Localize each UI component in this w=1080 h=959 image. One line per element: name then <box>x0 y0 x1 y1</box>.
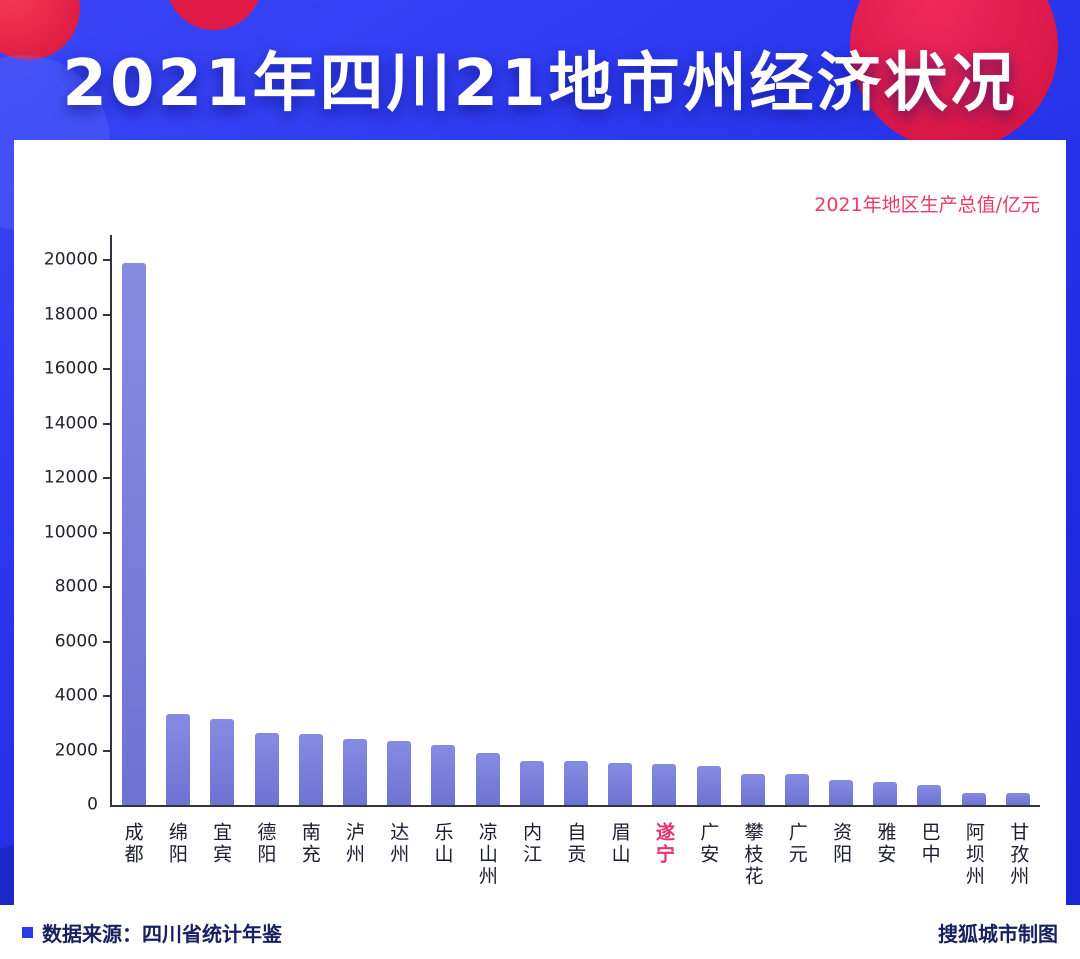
x-axis-label: 巴中 <box>918 822 941 866</box>
x-axis-label: 自贡 <box>564 822 587 866</box>
x-axis-label: 乐山 <box>431 822 454 866</box>
bar <box>961 792 986 805</box>
y-axis-tick-label: 20000 <box>43 249 98 270</box>
y-axis-tick-label: 16000 <box>43 358 98 379</box>
x-axis-label: 绵阳 <box>165 822 188 866</box>
data-source: 数据来源：四川省统计年鉴 <box>22 918 282 947</box>
x-axis-label: 攀枝花 <box>741 822 764 888</box>
bar <box>210 719 235 805</box>
y-axis-tick-label: 18000 <box>43 304 98 325</box>
bar <box>784 774 809 805</box>
y-axis-tick-mark <box>103 422 110 425</box>
bar <box>608 762 633 805</box>
x-axis-label: 阿坝州 <box>962 822 985 888</box>
x-axis-label: 达州 <box>387 822 410 866</box>
y-axis-tick-mark <box>103 695 110 698</box>
bar <box>387 740 412 805</box>
x-axis-label: 宜宾 <box>210 822 233 866</box>
page-title: 2021年四川21地市州经济状况 <box>62 47 1018 121</box>
x-axis-label: 资阳 <box>830 822 853 866</box>
chart-card: 2021年地区生产总值/亿元 0 2000 4000 6000 8000 10000 120… <box>14 140 1066 905</box>
y-axis-tick-label: 0 <box>87 794 98 815</box>
x-axis-label: 广安 <box>697 822 720 866</box>
footer: 数据来源：四川省统计年鉴 搜狐城市制图 <box>0 905 1080 959</box>
y-axis-tick-mark <box>103 531 110 534</box>
x-axis-label: 南充 <box>298 822 321 866</box>
y-axis-tick-label: 14000 <box>43 413 98 434</box>
bar <box>431 744 456 805</box>
chart-unit-note: 2021年地区生产总值/亿元 <box>814 194 1040 216</box>
y-axis-tick-label: 12000 <box>43 467 98 488</box>
bar <box>917 784 942 805</box>
bar <box>563 761 588 805</box>
y-axis-tick-mark <box>103 259 110 262</box>
y-axis-tick-label: 10000 <box>43 522 98 543</box>
bar <box>475 753 500 805</box>
y-axis-tick-mark <box>103 586 110 589</box>
x-axis-label: 眉山 <box>608 822 631 866</box>
chart-plot-area: 0 2000 4000 6000 8000 10000 12000 14000 16000 180… <box>44 235 1040 813</box>
y-axis-tick-mark <box>103 313 110 316</box>
x-axis-label: 成都 <box>121 822 144 866</box>
y-axis-tick-mark <box>103 749 110 752</box>
source-bullet-icon <box>22 926 33 938</box>
y-axis-tick-mark <box>103 640 110 643</box>
bar-series <box>112 235 1040 805</box>
y-axis-tick-label: 2000 <box>54 740 98 761</box>
bar <box>166 713 191 805</box>
credit-text: 搜狐城市制图 <box>938 921 1058 946</box>
bar <box>343 739 368 805</box>
y-axis-tick-mark <box>103 477 110 480</box>
y-axis-tick-mark <box>103 368 110 371</box>
x-axis-labels: 成都 绵阳 宜宾 德阳 南充 泸州 达州 乐山 凉山州 内江 自贡 眉山 遂宁 广安 攀枝花 广元 资阳 雅安 巴中… <box>110 822 1040 888</box>
x-axis-label: 雅安 <box>874 822 897 866</box>
y-axis-tick-label: 4000 <box>54 685 98 706</box>
bar <box>519 761 544 805</box>
bar <box>696 766 721 805</box>
bar <box>873 781 898 805</box>
x-axis-label: 德阳 <box>254 822 277 866</box>
bar <box>1005 792 1030 805</box>
bar <box>122 262 147 805</box>
y-axis-tick-label: 6000 <box>54 631 98 652</box>
data-source-text: 数据来源：四川省统计年鉴 <box>42 921 282 946</box>
x-axis-label: 甘孜州 <box>1007 822 1030 888</box>
y-axis-tick-label: 8000 <box>54 576 98 597</box>
bar <box>652 764 677 805</box>
x-axis-label: 内江 <box>520 822 543 866</box>
bar <box>254 732 279 805</box>
decorative-circle-top <box>166 0 262 30</box>
bar <box>298 734 323 805</box>
x-axis-label: 广元 <box>785 822 808 866</box>
bar <box>740 774 765 805</box>
x-axis-label: 遂宁 <box>652 822 675 866</box>
bar <box>829 780 854 805</box>
x-axis-label: 凉山州 <box>475 822 498 888</box>
x-axis-label: 泸州 <box>342 822 365 866</box>
